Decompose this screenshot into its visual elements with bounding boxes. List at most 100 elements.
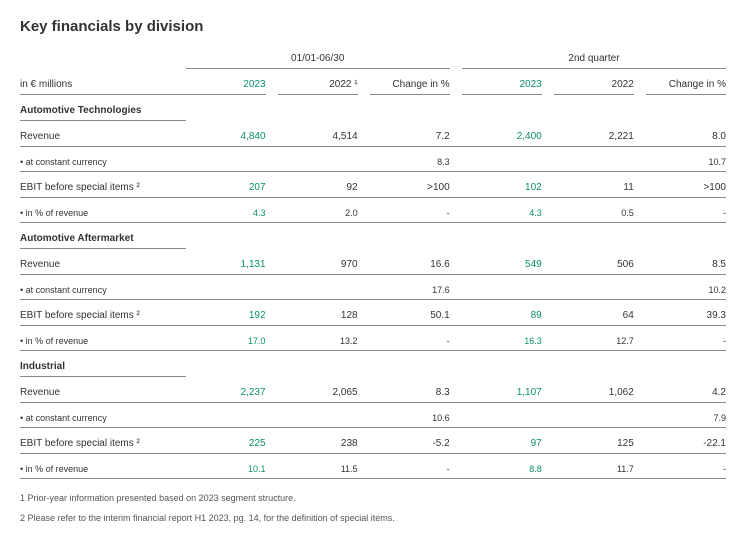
cell xyxy=(186,147,266,172)
cell xyxy=(278,403,358,428)
cell: 97 xyxy=(462,428,542,454)
col-h1-change: Change in % xyxy=(370,69,450,95)
cell: 2.0 xyxy=(278,198,358,223)
cell: 64 xyxy=(554,300,634,326)
cell: 4,840 xyxy=(186,121,266,147)
col-q2-2023: 2023 xyxy=(462,69,542,95)
cell: - xyxy=(370,198,450,223)
cell: 17.6 xyxy=(370,275,450,300)
cell xyxy=(554,403,634,428)
cell: -5.2 xyxy=(370,428,450,454)
cell: 11 xyxy=(554,172,634,198)
cell: 89 xyxy=(462,300,542,326)
cell: 225 xyxy=(186,428,266,454)
cell xyxy=(462,403,542,428)
page-title: Key financials by division xyxy=(20,18,726,35)
cell: 549 xyxy=(462,249,542,275)
cell: 4.2 xyxy=(646,377,726,403)
cell: 7.2 xyxy=(370,121,450,147)
cell: 11.5 xyxy=(278,454,358,479)
cell xyxy=(554,147,634,172)
col-h1-2022: 2022 ¹ xyxy=(278,69,358,95)
cell: 2,400 xyxy=(462,121,542,147)
cell: 238 xyxy=(278,428,358,454)
cell: 8.0 xyxy=(646,121,726,147)
cell: 192 xyxy=(186,300,266,326)
row-label: EBIT before special items ² xyxy=(20,300,186,326)
cell: 207 xyxy=(186,172,266,198)
cell: 13.2 xyxy=(278,326,358,351)
cell: 10.2 xyxy=(646,275,726,300)
col-q2-change: Change in % xyxy=(646,69,726,95)
row-label: Revenue xyxy=(20,121,186,147)
cell xyxy=(186,403,266,428)
row-label: Revenue xyxy=(20,377,186,403)
section-header: Automotive Aftermarket xyxy=(20,223,186,249)
cell: 0.5 xyxy=(554,198,634,223)
financials-table: 01/01-06/30 2nd quarter in € millions 20… xyxy=(20,53,726,479)
cell: 128 xyxy=(278,300,358,326)
footnote-1: 1 Prior-year information presented based… xyxy=(20,493,726,503)
cell: -22.1 xyxy=(646,428,726,454)
cell: 7.9 xyxy=(646,403,726,428)
row-label: Revenue xyxy=(20,249,186,275)
cell: 2,237 xyxy=(186,377,266,403)
row-label: EBIT before special items ² xyxy=(20,172,186,198)
cell: 1,107 xyxy=(462,377,542,403)
row-label: • in % of revenue xyxy=(20,198,186,223)
group-header-h1: 01/01-06/30 xyxy=(186,53,450,69)
group-header-q2: 2nd quarter xyxy=(462,53,726,69)
section-header: Industrial xyxy=(20,351,186,377)
cell: 4.3 xyxy=(462,198,542,223)
cell: 506 xyxy=(554,249,634,275)
cell: 17.0 xyxy=(186,326,266,351)
unit-label: in € millions xyxy=(20,69,186,95)
cell: - xyxy=(370,454,450,479)
footnotes: 1 Prior-year information presented based… xyxy=(20,493,726,523)
cell: 102 xyxy=(462,172,542,198)
cell: 125 xyxy=(554,428,634,454)
cell xyxy=(462,275,542,300)
col-h1-2023: 2023 xyxy=(186,69,266,95)
cell xyxy=(278,147,358,172)
cell: 16.3 xyxy=(462,326,542,351)
cell: 10.7 xyxy=(646,147,726,172)
cell: - xyxy=(370,326,450,351)
cell xyxy=(462,147,542,172)
row-label: • in % of revenue xyxy=(20,326,186,351)
cell: 39.3 xyxy=(646,300,726,326)
row-label: • at constant currency xyxy=(20,275,186,300)
cell: 8.3 xyxy=(370,377,450,403)
section-header: Automotive Technologies xyxy=(20,95,186,121)
row-label: EBIT before special items ² xyxy=(20,428,186,454)
row-label: • at constant currency xyxy=(20,147,186,172)
cell: - xyxy=(646,454,726,479)
cell: 11.7 xyxy=(554,454,634,479)
cell: 970 xyxy=(278,249,358,275)
footnote-2: 2 Please refer to the interim financial … xyxy=(20,513,726,523)
cell: 4,514 xyxy=(278,121,358,147)
cell: 50.1 xyxy=(370,300,450,326)
cell: 1,062 xyxy=(554,377,634,403)
cell xyxy=(186,275,266,300)
cell: 8.8 xyxy=(462,454,542,479)
cell xyxy=(278,275,358,300)
cell: 1,131 xyxy=(186,249,266,275)
cell xyxy=(554,275,634,300)
cell: 8.5 xyxy=(646,249,726,275)
cell: >100 xyxy=(370,172,450,198)
cell: 4.3 xyxy=(186,198,266,223)
cell: 8.3 xyxy=(370,147,450,172)
cell: 2,065 xyxy=(278,377,358,403)
cell: 12.7 xyxy=(554,326,634,351)
cell: - xyxy=(646,198,726,223)
cell: >100 xyxy=(646,172,726,198)
cell: 92 xyxy=(278,172,358,198)
cell: 10.1 xyxy=(186,454,266,479)
col-q2-2022: 2022 xyxy=(554,69,634,95)
cell: 2,221 xyxy=(554,121,634,147)
row-label: • at constant currency xyxy=(20,403,186,428)
cell: - xyxy=(646,326,726,351)
cell: 10.6 xyxy=(370,403,450,428)
cell: 16.6 xyxy=(370,249,450,275)
